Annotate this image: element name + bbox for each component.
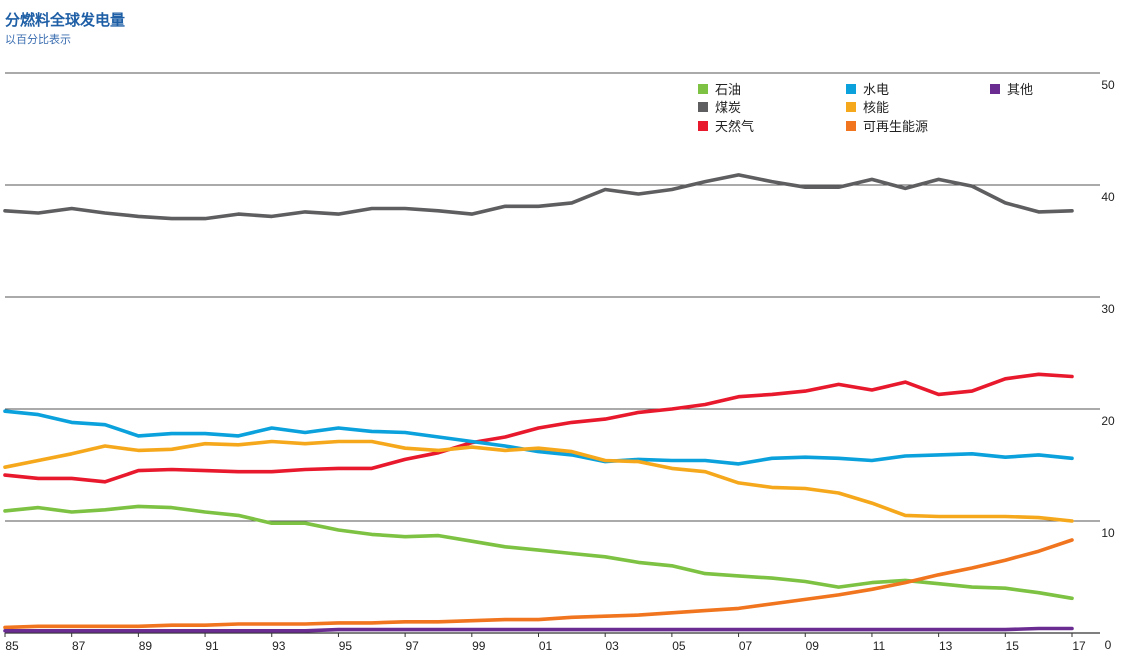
series-line-石油 bbox=[3, 504, 1074, 601]
x-tick-label: 15 bbox=[1006, 639, 1020, 653]
series-line-可再生能源 bbox=[3, 538, 1074, 630]
x-tick-label: 13 bbox=[939, 639, 953, 653]
y-tick-label: 50 bbox=[1101, 78, 1115, 92]
series-line-煤炭 bbox=[3, 173, 1074, 221]
legend-swatch bbox=[846, 121, 856, 131]
x-tick-label: 99 bbox=[472, 639, 486, 653]
series-line-水电 bbox=[3, 409, 1074, 466]
x-tick-label: 87 bbox=[72, 639, 86, 653]
legend-label: 水电 bbox=[863, 83, 889, 98]
x-tick-label: 89 bbox=[139, 639, 153, 653]
x-tick-label: 97 bbox=[405, 639, 419, 653]
series-line-核能 bbox=[3, 439, 1074, 523]
x-tick-label: 07 bbox=[739, 639, 753, 653]
x-tick-label: 17 bbox=[1072, 639, 1086, 653]
legend-swatch bbox=[698, 84, 708, 94]
y-tick-label: 0 bbox=[1105, 638, 1112, 652]
x-tick-label: 09 bbox=[806, 639, 820, 653]
x-tick-label: 91 bbox=[205, 639, 219, 653]
x-tick-label: 85 bbox=[5, 639, 19, 653]
legend-label: 核能 bbox=[863, 101, 889, 116]
x-tick-label: 01 bbox=[539, 639, 553, 653]
x-tick-label: 03 bbox=[606, 639, 620, 653]
chart-title: 分燃料全球发电量 bbox=[5, 11, 126, 29]
x-tick-label: 95 bbox=[339, 639, 353, 653]
chart-subtitle: 以百分比表示 bbox=[5, 33, 71, 46]
legend-swatch bbox=[698, 121, 708, 131]
legend-label: 其他 bbox=[1007, 83, 1033, 98]
legend-swatch bbox=[698, 102, 708, 112]
legend-label: 可再生能源 bbox=[863, 120, 928, 135]
legend-label: 石油 bbox=[715, 83, 741, 98]
y-tick-label: 40 bbox=[1101, 190, 1115, 204]
y-tick-label: 20 bbox=[1101, 414, 1115, 428]
y-tick-label: 30 bbox=[1101, 302, 1115, 316]
x-tick-label: 05 bbox=[672, 639, 686, 653]
legend-swatch bbox=[846, 102, 856, 112]
y-tick-label: 10 bbox=[1101, 526, 1115, 540]
series-line-天然气 bbox=[3, 372, 1074, 484]
series-line-其他 bbox=[3, 626, 1074, 633]
legend-swatch bbox=[846, 84, 856, 94]
x-tick-label: 11 bbox=[873, 639, 886, 653]
legend-swatch bbox=[990, 84, 1000, 94]
legend-label: 煤炭 bbox=[715, 101, 741, 116]
x-tick-label: 93 bbox=[272, 639, 286, 653]
legend-label: 天然气 bbox=[715, 119, 754, 135]
